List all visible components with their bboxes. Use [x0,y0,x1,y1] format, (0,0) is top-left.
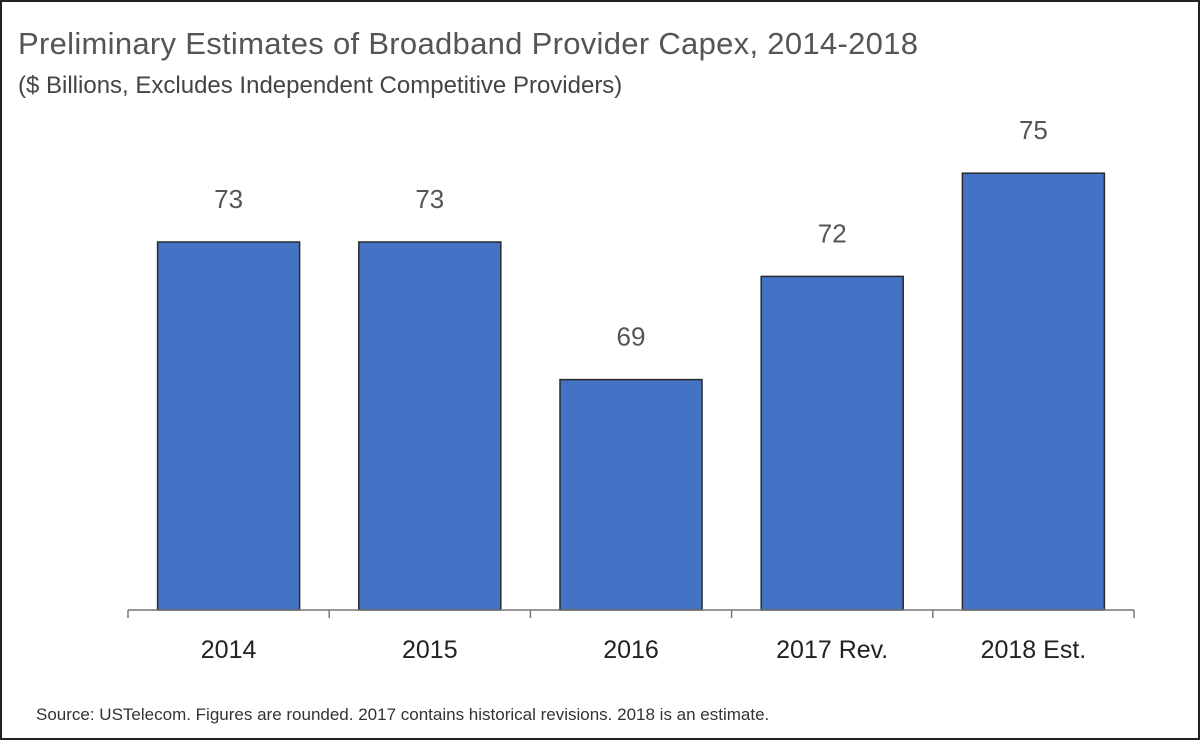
x-tick-label: 2014 [201,636,257,664]
chart-subtitle: ($ Billions, Excludes Independent Compet… [18,72,623,99]
bar-2018-est [961,172,1106,611]
data-label: 75 [1019,115,1048,145]
source-note: Source: USTelecom. Figures are rounded. … [36,705,770,724]
bar-2014 [156,241,301,611]
labels-layer: 73 2014 73 2015 69 2016 72 2017 Rev. 75 2018 Est. [201,115,1086,664]
data-label: 72 [818,218,847,248]
data-label: 73 [214,184,243,214]
bar-2017-rev [760,275,904,611]
x-tick-label: 2015 [402,636,458,664]
x-axis [127,609,1135,618]
x-tick-label: 2016 [603,636,659,664]
x-tick-label: 2018 Est. [981,636,1087,664]
bar-2015 [358,241,502,611]
bar-2016 [559,378,703,611]
chart-title: Preliminary Estimates of Broadband Provi… [18,26,919,61]
data-label: 69 [617,322,646,352]
bars-layer [156,172,1106,611]
data-label: 73 [415,184,444,214]
x-tick-label: 2017 Rev. [776,636,888,664]
